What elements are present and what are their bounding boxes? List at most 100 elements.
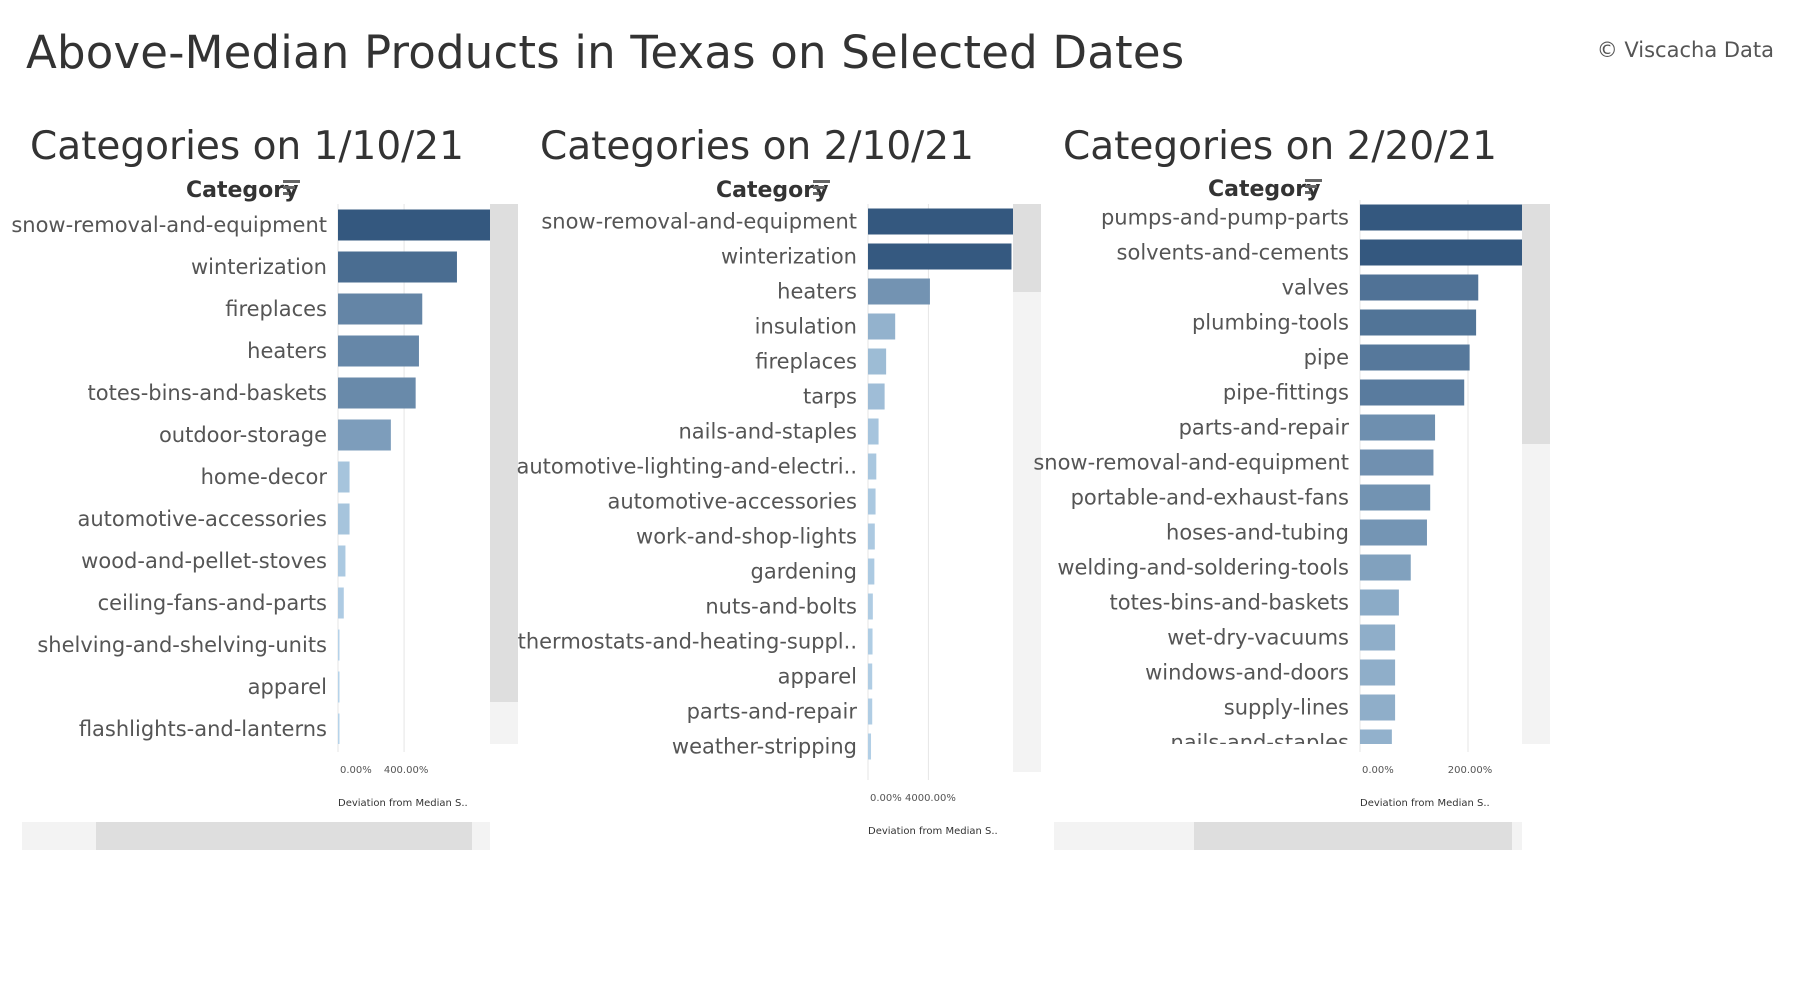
sort-descending-icon[interactable] (1305, 179, 1323, 195)
category-label[interactable]: pumps-and-pump-parts (1101, 206, 1349, 230)
bar-supply-lines[interactable] (1360, 694, 1396, 721)
bar-heaters[interactable] (338, 335, 419, 367)
category-label[interactable]: snow-removal-and-equipment (1033, 451, 1349, 475)
bar-parts-and-repair[interactable] (1360, 414, 1436, 441)
bar-automotive-lighting-and-electri..[interactable] (868, 453, 877, 480)
bar-snow-removal-and-equipment[interactable] (1360, 449, 1434, 476)
bar-outdoor-storage[interactable] (338, 419, 391, 451)
bar-insulation[interactable] (868, 313, 896, 340)
bar-welding-and-soldering-tools[interactable] (1360, 554, 1411, 581)
bar-apparel[interactable] (338, 671, 340, 703)
bar-winterization[interactable] (868, 243, 1012, 270)
panel-2-category-header[interactable]: Category (716, 178, 829, 203)
category-label[interactable]: snow-removal-and-equipment (541, 210, 857, 234)
category-label[interactable]: fireplaces (225, 297, 327, 321)
bar-pipe[interactable] (1360, 344, 1470, 371)
category-label[interactable]: heaters (777, 280, 857, 304)
category-label[interactable]: thermostats-and-heating-suppl.. (518, 630, 857, 654)
category-label[interactable]: apparel (778, 665, 857, 689)
bar-ceiling-fans-and-parts[interactable] (338, 587, 344, 619)
bar-fireplaces[interactable] (868, 348, 887, 375)
sort-descending-icon[interactable] (813, 180, 831, 196)
bar-parts-and-repair[interactable] (868, 698, 873, 725)
bar-snow-removal-and-equipment[interactable] (868, 208, 1013, 235)
bar-windows-and-doors[interactable] (1360, 659, 1396, 686)
bar-wet-dry-vacuums[interactable] (1360, 624, 1396, 651)
category-label[interactable]: flashlights-and-lanterns (79, 717, 327, 741)
category-label[interactable]: insulation (755, 315, 857, 339)
bar-fireplaces[interactable] (338, 293, 423, 325)
category-label[interactable]: snow-removal-and-equipment (11, 213, 327, 237)
bar-pipe-fittings[interactable] (1360, 379, 1465, 406)
bar-valves[interactable] (1360, 274, 1479, 301)
bar-automotive-accessories[interactable] (338, 503, 350, 535)
bar-hoses-and-tubing[interactable] (1360, 519, 1427, 546)
category-label[interactable]: solvents-and-cements (1117, 241, 1349, 265)
panel-1-category-header[interactable]: Category (186, 178, 299, 203)
scrollbar-thumb[interactable] (96, 822, 472, 850)
category-label[interactable]: supply-lines (1224, 696, 1349, 720)
category-label[interactable]: welding-and-soldering-tools (1057, 556, 1349, 580)
bar-work-and-shop-lights[interactable] (868, 523, 875, 550)
category-label[interactable]: weather-stripping (672, 735, 857, 759)
bar-tarps[interactable] (868, 383, 885, 410)
bar-wood-and-pellet-stoves[interactable] (338, 545, 346, 577)
category-label[interactable]: portable-and-exhaust-fans (1071, 486, 1349, 510)
panel-3-category-header[interactable]: Category (1208, 177, 1321, 202)
category-label[interactable]: parts-and-repair (1179, 416, 1350, 440)
bar-snow-removal-and-equipment[interactable] (338, 209, 490, 241)
category-label[interactable]: winterization (191, 255, 327, 279)
category-label[interactable]: windows-and-doors (1145, 661, 1349, 685)
bar-portable-and-exhaust-fans[interactable] (1360, 484, 1431, 511)
category-label[interactable]: totes-bins-and-baskets (1110, 591, 1349, 615)
bar-totes-bins-and-baskets[interactable] (338, 377, 416, 409)
category-label[interactable]: automotive-accessories (608, 490, 858, 514)
category-label[interactable]: tarps (803, 385, 857, 409)
category-label[interactable]: parts-and-repair (687, 700, 858, 724)
bar-totes-bins-and-baskets[interactable] (1360, 589, 1399, 616)
bar-weather-stripping[interactable] (868, 733, 872, 760)
panel-2-vertical-scrollbar[interactable] (1013, 204, 1041, 772)
bar-pumps-and-pump-parts[interactable] (1360, 204, 1522, 231)
category-label[interactable]: outdoor-storage (159, 423, 327, 447)
category-label[interactable]: nails-and-staples (678, 420, 857, 444)
category-label[interactable]: automotive-lighting-and-electri.. (516, 455, 857, 479)
bar-heaters[interactable] (868, 278, 930, 305)
category-label[interactable]: home-decor (201, 465, 328, 489)
bar-automotive-accessories[interactable] (868, 488, 876, 515)
scrollbar-thumb[interactable] (490, 204, 518, 702)
panel-1-vertical-scrollbar[interactable] (490, 204, 518, 744)
bar-gardening[interactable] (868, 558, 875, 585)
category-label[interactable]: plumbing-tools (1192, 311, 1349, 335)
panel-3-vertical-scrollbar[interactable] (1522, 204, 1550, 744)
bar-home-decor[interactable] (338, 461, 350, 493)
category-label[interactable]: apparel (248, 675, 327, 699)
category-label[interactable]: nuts-and-bolts (705, 595, 857, 619)
category-label[interactable]: hoses-and-tubing (1166, 521, 1349, 545)
category-label[interactable]: wet-dry-vacuums (1167, 626, 1349, 650)
bar-apparel[interactable] (868, 663, 873, 690)
panel-1-horizontal-scrollbar[interactable] (22, 822, 490, 850)
category-label[interactable]: nails-and-staples (1170, 731, 1349, 755)
category-label[interactable]: pipe-fittings (1223, 381, 1349, 405)
bar-winterization[interactable] (338, 251, 457, 283)
category-label[interactable]: gardening (751, 560, 858, 584)
scrollbar-thumb[interactable] (1522, 204, 1550, 444)
category-label[interactable]: winterization (721, 245, 857, 269)
category-label[interactable]: fireplaces (755, 350, 857, 374)
sort-descending-icon[interactable] (283, 180, 301, 196)
bar-plumbing-tools[interactable] (1360, 309, 1477, 336)
bar-nuts-and-bolts[interactable] (868, 593, 873, 620)
bar-solvents-and-cements[interactable] (1360, 239, 1522, 266)
category-label[interactable]: shelving-and-shelving-units (37, 633, 327, 657)
bar-flashlights-and-lanterns[interactable] (338, 713, 340, 745)
category-label[interactable]: wood-and-pellet-stoves (81, 549, 327, 573)
category-label[interactable]: work-and-shop-lights (636, 525, 857, 549)
bar-shelving-and-shelving-units[interactable] (338, 629, 340, 661)
scrollbar-thumb[interactable] (1013, 204, 1041, 292)
scrollbar-thumb[interactable] (1194, 822, 1512, 850)
category-label[interactable]: heaters (247, 339, 327, 363)
bar-thermostats-and-heating-suppl..[interactable] (868, 628, 873, 655)
category-label[interactable]: ceiling-fans-and-parts (98, 591, 327, 615)
category-label[interactable]: valves (1282, 276, 1349, 300)
